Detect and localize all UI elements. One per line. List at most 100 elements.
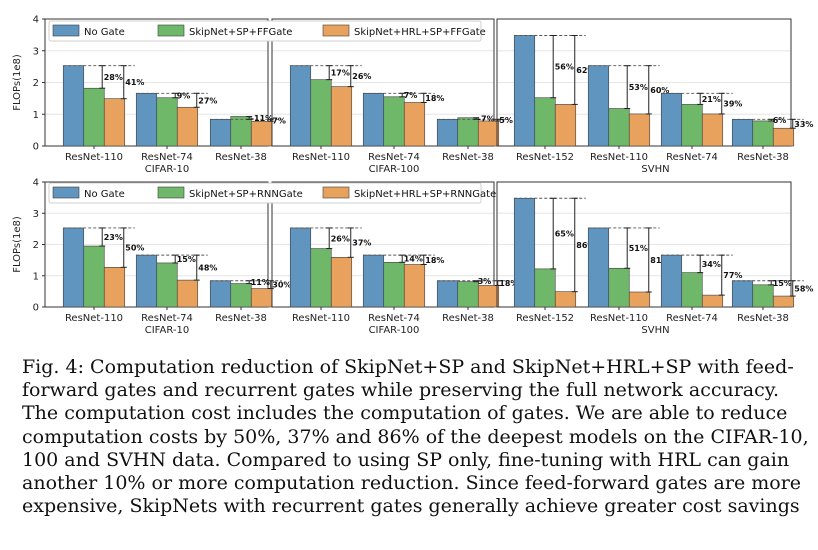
dataset-label: CIFAR-100: [369, 164, 420, 175]
bar-hrl: [403, 102, 426, 147]
reduction-label: 81%: [650, 256, 669, 265]
x-tick-label: ResNet-152: [516, 152, 574, 163]
legend-swatch: [322, 24, 350, 37]
bar-sp: [230, 283, 252, 308]
bar-sp: [681, 104, 703, 147]
reduction-label: 15%: [177, 255, 196, 264]
bar-sp: [608, 108, 630, 147]
bar-hrl: [176, 106, 199, 147]
reduction-label: 62%: [576, 66, 595, 75]
bar-no-gate: [587, 65, 610, 147]
reduction-label: 48%: [198, 264, 217, 273]
reduction-label: 58%: [794, 284, 813, 293]
bar-sp: [752, 284, 774, 308]
reduction-label: 9%: [177, 92, 191, 101]
legend-swatch: [52, 24, 80, 37]
reduction-label: 17%: [331, 69, 350, 78]
reduction-label: -11%: [251, 114, 273, 123]
bar-hrl: [103, 98, 126, 147]
x-tick-label: ResNet-74: [141, 152, 193, 163]
reduction-label: 77%: [723, 271, 742, 280]
y-tick-label: 2: [33, 78, 39, 89]
bar-hrl: [628, 113, 651, 147]
legend-entry: SkipNet+HRL+SP+RNNGate: [354, 189, 496, 200]
reduction-label: 53%: [629, 83, 648, 92]
reduction-label: 23%: [104, 233, 123, 242]
panel-top-cifar-100: 17% 26% ResNet-110 7% 18% ResNet-74 -7% 5% ResNe…: [271, 18, 513, 175]
bar-no-gate: [362, 254, 385, 308]
dataset-label: SVHN: [641, 164, 669, 175]
legend-entry: SkipNet+SP+RNNGate: [189, 189, 303, 200]
legend-bottom: No Gate SkipNet+SP+RNNGate SkipNet+HRL+SP+…: [48, 182, 496, 204]
bar-hrl: [250, 120, 273, 147]
reduction-label: 18%: [499, 279, 518, 288]
x-tick-label: ResNet-74: [368, 152, 420, 163]
bar-hrl: [250, 288, 273, 308]
x-tick-label: ResNet-74: [666, 313, 718, 324]
bar-hrl: [772, 127, 795, 147]
x-tick-label: ResNet-110: [65, 313, 123, 324]
x-tick-label: ResNet-74: [666, 152, 718, 163]
bar-sp: [383, 96, 405, 147]
reduction-label: 34%: [702, 260, 721, 269]
bar-no-gate: [135, 254, 158, 308]
bar-no-gate: [289, 227, 312, 308]
reduction-label: 33%: [794, 120, 813, 129]
y-axis-label: FLOPs(1e8): [12, 54, 23, 111]
bar-no-gate: [513, 197, 536, 308]
y-tick-label: 3: [33, 46, 39, 57]
reduction-label: 6%: [773, 116, 787, 125]
bar-hrl: [628, 291, 651, 308]
reduction-label: 86%: [576, 241, 595, 250]
figure-caption: Fig. 4: Computation reduction of SkipNet…: [22, 356, 812, 518]
y-tick-label: 3: [33, 209, 39, 220]
y-tick-label: 4: [33, 15, 39, 26]
reduction-label: 26%: [331, 234, 350, 243]
reduction-label: 18%: [425, 256, 444, 265]
bar-no-gate: [209, 280, 232, 308]
bar-sp: [681, 272, 703, 308]
reduction-label: 18%: [425, 94, 444, 103]
y-tick-label: 1: [33, 110, 39, 121]
y-tick-label: 2: [33, 240, 39, 251]
legend-entry: No Gate: [84, 27, 125, 38]
reduction-label: 41%: [125, 78, 144, 87]
bar-sp: [457, 117, 479, 147]
bar-no-gate: [731, 119, 754, 147]
bar-sp: [83, 245, 105, 308]
bar-sp: [534, 97, 556, 147]
reduction-label: 28%: [104, 73, 123, 82]
dataset-label: CIFAR-10: [145, 164, 189, 175]
caption-text: Computation reduction of SkipNet+SP and …: [22, 356, 809, 518]
bar-hrl: [554, 104, 577, 147]
x-tick-label: ResNet-38: [442, 152, 494, 163]
legend-top: No Gate SkipNet+SP+FFGate SkipNet+HRL+SP+F…: [48, 20, 486, 42]
bar-sp: [457, 281, 479, 308]
reduction-label: 56%: [555, 63, 574, 72]
reduction-label: 30%: [272, 281, 291, 290]
reduction-label: 37%: [352, 239, 371, 248]
y-tick-label: 1: [33, 271, 39, 282]
bar-sp: [752, 120, 774, 147]
bar-no-gate: [513, 35, 536, 147]
bar-hrl: [403, 264, 426, 308]
reduction-label: 15%: [773, 279, 792, 288]
legend-swatch: [322, 186, 350, 199]
panel-bottom-cifar-10: 0 1 2 3 4 FLOPs(1e8) 23%50% ResNet-110 15%48% Res…: [12, 178, 291, 337]
bar-sp: [383, 262, 405, 308]
bar-no-gate: [62, 65, 85, 147]
bar-sp: [310, 248, 332, 308]
bar-no-gate: [731, 280, 754, 308]
x-tick-label: ResNet-38: [737, 313, 789, 324]
bar-hrl: [477, 120, 500, 147]
bar-hrl: [330, 257, 353, 308]
x-tick-label: ResNet-110: [590, 313, 648, 324]
reduction-label: 14%: [404, 255, 423, 264]
bar-sp: [83, 87, 105, 147]
panel-bottom-svhn: 65%86% ResNet-152 51%81% ResNet-110 34%77% Re…: [496, 181, 813, 336]
bar-sp: [156, 97, 178, 147]
bar-hrl: [330, 86, 353, 147]
x-tick-label: ResNet-74: [141, 313, 193, 324]
